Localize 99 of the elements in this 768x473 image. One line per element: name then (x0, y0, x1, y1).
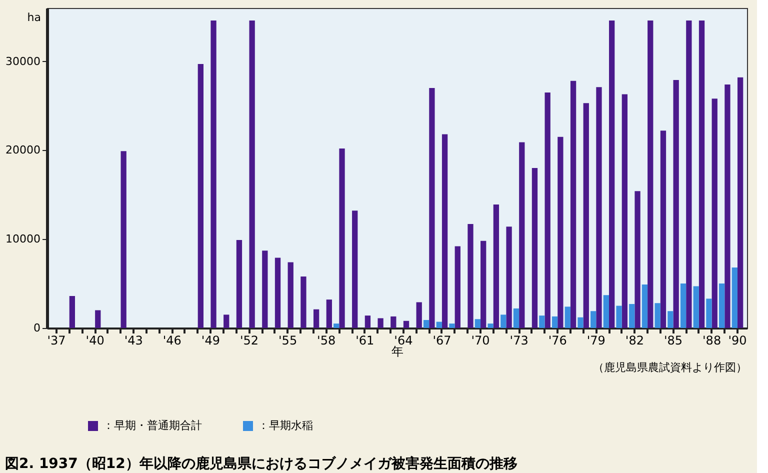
bar (686, 20, 692, 328)
bar (474, 319, 481, 328)
x-tick-label: '55 (278, 334, 298, 348)
bar (673, 80, 679, 328)
bar (488, 324, 494, 328)
x-tick-label: '46 (162, 334, 182, 348)
bar (513, 308, 520, 328)
bar (493, 204, 500, 328)
bar (120, 151, 126, 328)
x-tick-label: '82 (625, 334, 644, 348)
x-tick-label: '64 (394, 334, 413, 348)
bar (724, 84, 730, 328)
bar (378, 318, 384, 328)
x-tick-label: '61 (356, 334, 374, 348)
bar (198, 64, 204, 328)
y-tick-label: 0 (34, 322, 40, 334)
x-tick-label: '79 (586, 334, 606, 348)
bar (403, 320, 410, 328)
bar (680, 284, 686, 328)
bar (570, 80, 576, 328)
bar (224, 314, 230, 328)
bar (364, 316, 371, 328)
bar (660, 130, 666, 328)
bar (468, 224, 474, 328)
bar (454, 246, 460, 328)
bar (642, 284, 648, 328)
bar (506, 226, 512, 328)
bar (236, 240, 242, 328)
bar (693, 286, 699, 328)
bar (429, 88, 435, 328)
bar (442, 134, 448, 328)
x-tick-label: '52 (240, 334, 259, 348)
x-tick-label: '76 (548, 334, 567, 348)
bar (449, 324, 455, 328)
bar (500, 314, 506, 328)
bar (326, 300, 332, 328)
bar (668, 311, 674, 328)
bar (634, 191, 640, 328)
bar (210, 20, 216, 328)
bar (732, 268, 738, 328)
x-tick-label: '73 (510, 334, 528, 348)
bar (416, 302, 422, 328)
bar (300, 276, 306, 328)
bar (334, 324, 340, 328)
bar (737, 77, 744, 328)
x-axis-title: 年 (392, 344, 404, 358)
x-tick-label: '58 (317, 334, 336, 348)
y-tick-label: 20000 (6, 144, 40, 157)
x-tick-label: '37 (47, 334, 66, 348)
legend-label: ：早期水稲 (258, 419, 313, 432)
bar (69, 296, 76, 328)
bar (654, 303, 660, 328)
bar (616, 306, 622, 328)
x-tick-label: '70 (471, 334, 490, 348)
bar (578, 317, 584, 328)
bar (480, 240, 486, 328)
bar (629, 304, 635, 328)
bar (539, 316, 545, 328)
bar (706, 298, 712, 328)
bar (262, 250, 268, 328)
bar (596, 87, 602, 328)
bar (609, 20, 615, 328)
bar (583, 103, 589, 328)
bar (339, 148, 345, 328)
bar (622, 94, 628, 328)
bar (288, 262, 294, 328)
x-tick-label: '85 (664, 334, 683, 348)
bar (519, 142, 525, 328)
bar (390, 316, 396, 328)
bar (274, 258, 281, 328)
x-tick-label: '49 (201, 334, 220, 348)
x-tick-label: '88 (702, 334, 722, 348)
bar (352, 210, 358, 328)
bar (544, 92, 550, 328)
text: 図2. 1937（昭12）年以降の鹿児島県におけるコブノメイガ被害発生面積の推移 (5, 455, 518, 472)
x-tick-label: '90 (728, 334, 747, 348)
y-tick-label: 10000 (6, 232, 40, 246)
bar (249, 20, 255, 328)
x-tick-label: '43 (124, 334, 143, 348)
bar (552, 316, 558, 328)
bar (313, 309, 320, 328)
x-tick-label: '40 (86, 334, 104, 348)
text: （鹿児島県農試資料より作図） (593, 361, 747, 374)
bar (564, 306, 570, 328)
y-tick-label: 30000 (6, 54, 40, 68)
bar (558, 136, 564, 328)
bar (95, 310, 101, 328)
bar (648, 20, 654, 328)
legend-label: ：早期・普通期合計 (103, 419, 202, 432)
bar (603, 295, 610, 328)
bar (698, 20, 705, 328)
bar (590, 311, 596, 328)
bar (423, 320, 430, 328)
bar (532, 168, 538, 328)
y-axis-title: ha (27, 11, 41, 24)
bar (436, 322, 442, 328)
bar (718, 284, 725, 328)
x-tick-label: '67 (432, 334, 452, 348)
bar (712, 98, 718, 328)
